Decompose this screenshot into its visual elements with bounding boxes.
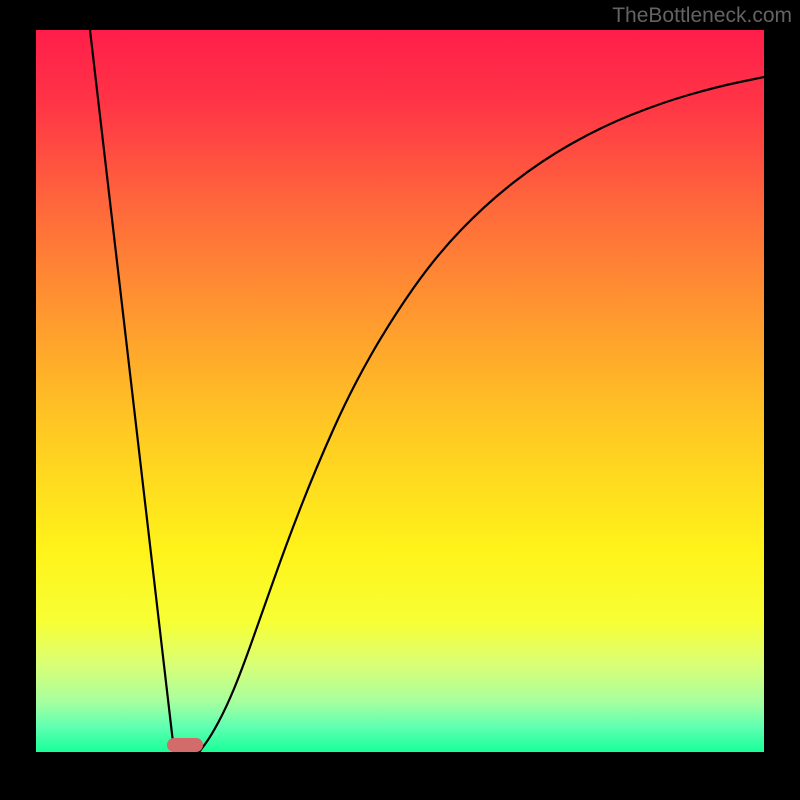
plot-area xyxy=(36,30,764,752)
attribution-text: TheBottleneck.com xyxy=(612,4,792,28)
bottleneck-curve xyxy=(36,30,764,752)
chart-container: TheBottleneck.com xyxy=(0,0,800,800)
optimal-marker xyxy=(167,738,203,752)
